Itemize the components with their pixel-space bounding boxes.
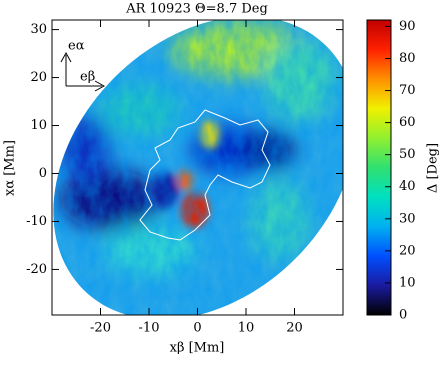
- y-tick-label: -10: [26, 214, 47, 229]
- colorbar-tick-label: 30: [399, 211, 416, 226]
- y-tick-label: -20: [26, 262, 47, 277]
- x-tick-label: -20: [90, 321, 111, 336]
- colorbar-tick-label: 70: [399, 83, 416, 98]
- y-tick-label: 30: [30, 22, 47, 37]
- x-tick-label: 10: [238, 321, 255, 336]
- x-axis-label: xβ [Mm]: [170, 341, 225, 356]
- y-tick-label: 0: [39, 166, 47, 181]
- colorbar: [366, 19, 392, 316]
- colorbar-tick-label: 90: [399, 19, 416, 34]
- colorbar-tick-label: 20: [399, 243, 416, 258]
- colorbar-tick-label: 40: [399, 179, 416, 194]
- x-tick-label: 20: [286, 321, 303, 336]
- y-tick-label: 20: [30, 70, 47, 85]
- contour: [139, 109, 271, 241]
- y-tick-label: 10: [30, 118, 47, 133]
- colorbar-tick-label: 10: [399, 275, 416, 290]
- annotation: eα: [68, 39, 85, 54]
- x-tick-label: -10: [139, 321, 160, 336]
- chart-title: AR 10923 Θ=8.7 Deg: [125, 2, 268, 17]
- basis-arrows: [60, 51, 106, 92]
- x-tick-label: 0: [193, 321, 201, 336]
- annotation: eβ: [80, 70, 95, 85]
- colorbar-tick-label: 60: [399, 115, 416, 130]
- y-axis-label: xα [Mm]: [3, 140, 18, 196]
- colorbar-tick-label: 50: [399, 147, 416, 162]
- colorbar-label: Δ [Deg]: [426, 143, 441, 193]
- colorbar-tick-label: 0: [399, 308, 407, 323]
- colorbar-tick-label: 80: [399, 51, 416, 66]
